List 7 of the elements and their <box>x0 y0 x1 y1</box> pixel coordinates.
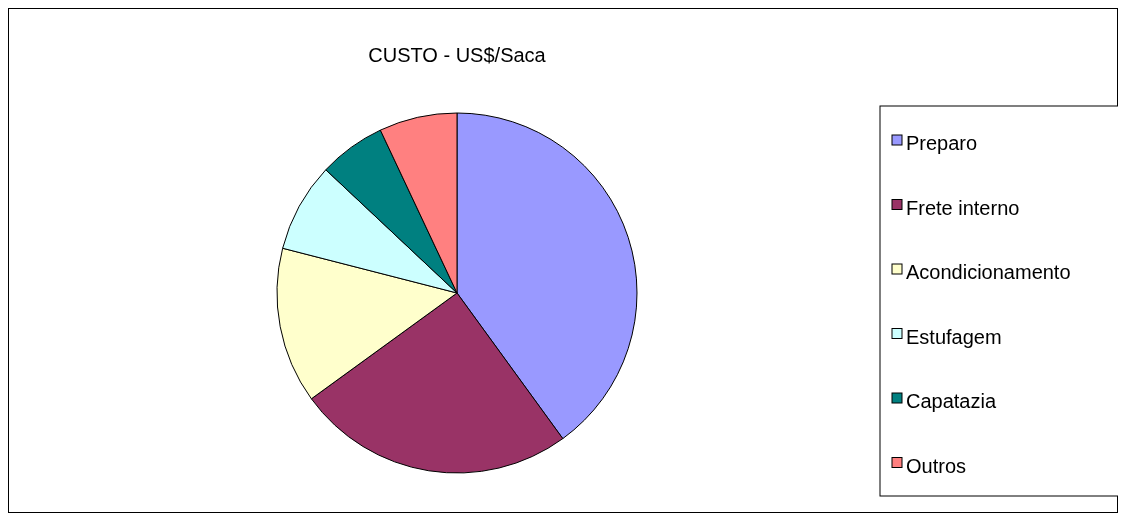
chart-title: CUSTO - US$/Saca <box>368 44 547 66</box>
legend-label: Preparo <box>906 132 978 154</box>
legend-label: Capatazia <box>906 390 997 412</box>
legend-label: Outros <box>906 454 967 477</box>
legend-label: Acondicionamento <box>906 261 1071 283</box>
legend-label: Estufagem <box>906 325 1002 348</box>
legend-label: Frete interno <box>906 196 1020 219</box>
